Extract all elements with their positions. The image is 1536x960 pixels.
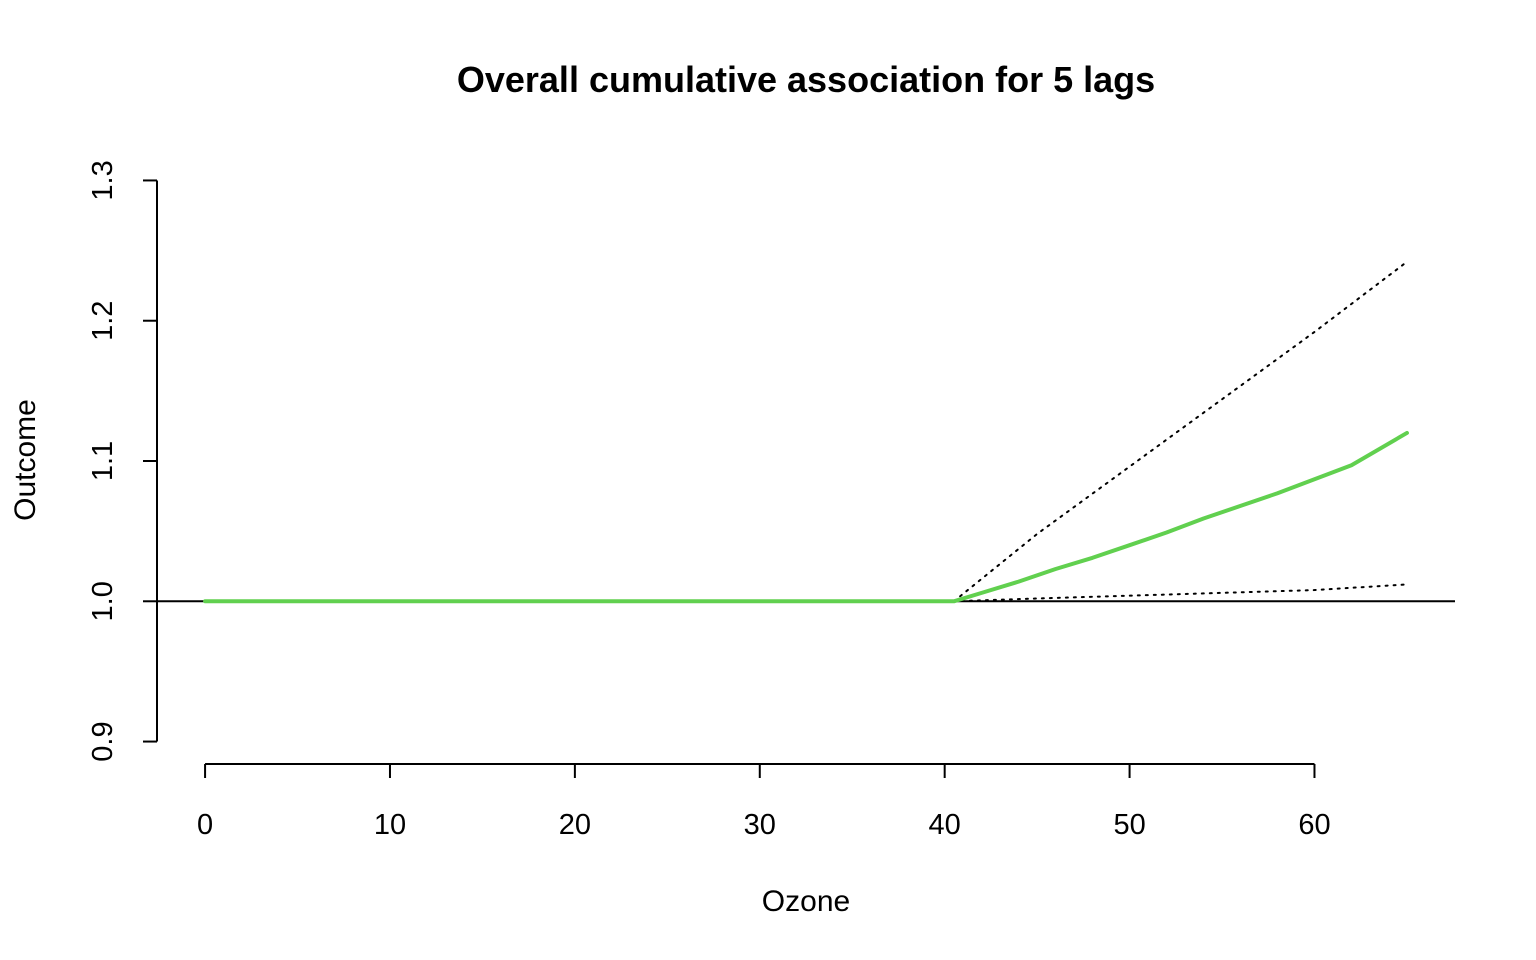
series-estimate-line: [203, 430, 1409, 604]
y-tick-label: 1.2: [87, 301, 119, 341]
y-tick-label: 1.0: [87, 581, 119, 621]
x-tick-label: 30: [744, 809, 776, 841]
chart-title: Overall cumulative association for 5 lag…: [457, 59, 1155, 100]
x-tick-label: 20: [559, 809, 591, 841]
y-tick-label: 0.9: [87, 721, 119, 761]
x-axis-label: Ozone: [762, 885, 850, 918]
y-tick-label: 1.3: [87, 160, 119, 200]
y-tick-label: 1.1: [87, 441, 119, 481]
series-upper-ci-line: [952, 260, 1408, 603]
x-tick-label: 60: [1298, 809, 1330, 841]
x-tick-label: 50: [1113, 809, 1145, 841]
x-tick-label: 40: [929, 809, 961, 841]
x-tick-label: 0: [197, 809, 213, 841]
axes-layer: 0 10 20 30 40 50 60 0.9 1.0 1.1 1.2 1.3: [87, 160, 1331, 841]
y-axis-label: Outcome: [9, 399, 42, 521]
x-tick-label: 10: [374, 809, 406, 841]
series-layer: [203, 260, 1409, 604]
series-lower-ci-line: [952, 583, 1408, 603]
